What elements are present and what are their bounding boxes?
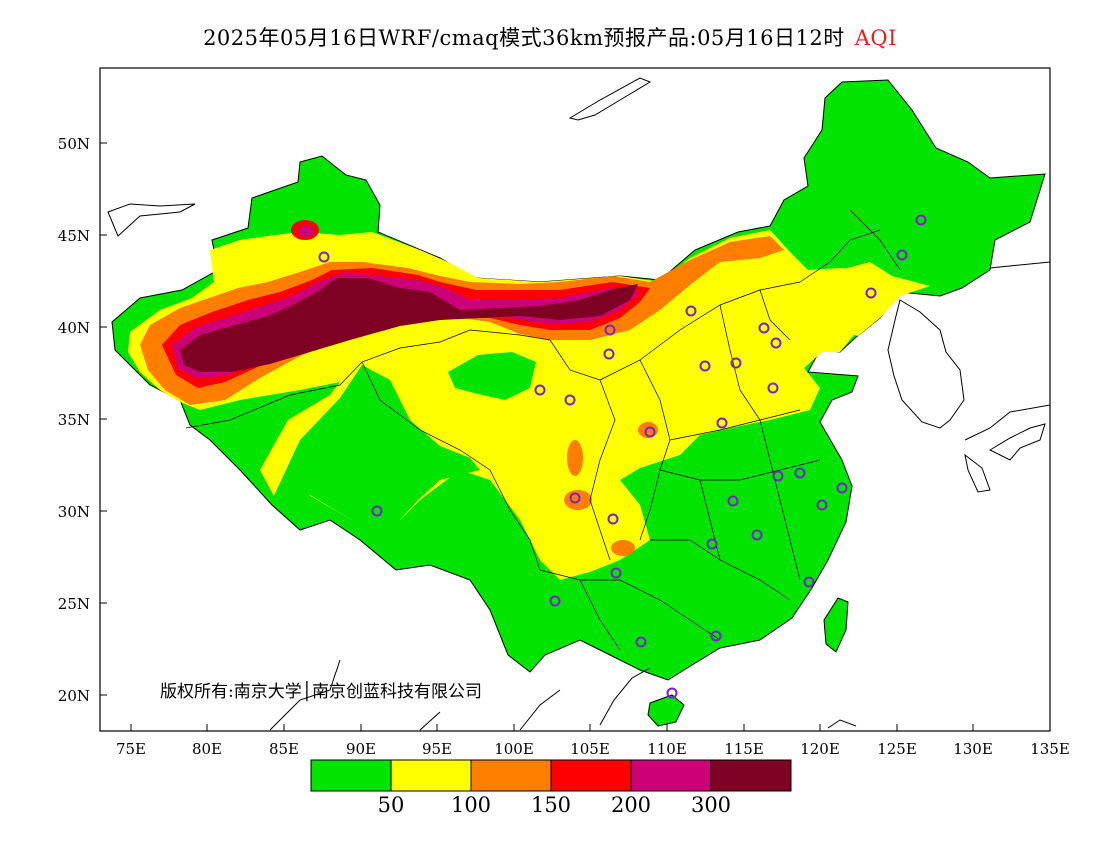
station-marker <box>727 495 739 507</box>
station-marker <box>604 324 616 336</box>
lon-label: 85E <box>269 740 299 758</box>
lon-label: 75E <box>116 740 146 758</box>
station-marker <box>635 636 647 648</box>
lat-label: 35N <box>58 411 90 429</box>
station-marker <box>836 482 848 494</box>
province-boundaries <box>185 209 901 651</box>
legend-tick-label: 50 <box>378 793 405 817</box>
station-marker <box>699 360 711 372</box>
legend-swatch-usg <box>470 759 552 792</box>
legend-swatch-very-unhealthy <box>630 759 712 792</box>
latitude-axis: 50N 45N 40N 35N 30N 25N 20N <box>58 135 90 705</box>
aqi-region-green-tibet <box>272 365 480 524</box>
lon-label: 110E <box>647 740 687 758</box>
title-main: 2025年05月16日WRF/cmaq模式36km预报产品:05月16日12时 <box>203 26 845 50</box>
lon-label: 105E <box>570 740 610 758</box>
station-marker <box>603 348 615 360</box>
lon-label: 95E <box>422 740 452 758</box>
station-marker <box>770 337 782 349</box>
station-marker <box>371 505 383 517</box>
station-marker <box>896 249 908 261</box>
lat-label: 30N <box>58 503 90 521</box>
legend-tick-label: 100 <box>451 793 491 817</box>
aqi-hotspot-nw-core <box>298 225 314 237</box>
map-plot-area: 版权所有:南京大学│南京创蓝科技有限公司 <box>107 77 1050 731</box>
station-marker <box>644 426 656 438</box>
legend-tick-label: 200 <box>611 793 651 817</box>
map-frame <box>99 67 1051 732</box>
station-marker <box>607 513 619 525</box>
station-marker <box>610 567 622 579</box>
lon-label: 135E <box>1030 740 1070 758</box>
legend-swatch-unhealthy <box>550 759 632 792</box>
station-marker <box>730 357 742 369</box>
lon-label: 125E <box>877 740 917 758</box>
copyright-text: 版权所有:南京大学│南京创蓝科技有限公司 <box>160 681 482 702</box>
legend-swatch-hazardous <box>710 759 792 792</box>
taiwan <box>823 597 849 653</box>
station-marker <box>710 630 722 642</box>
aqi-spot-orange-4 <box>611 540 635 556</box>
lat-label: 20N <box>58 687 90 705</box>
station-markers <box>318 214 927 699</box>
station-marker <box>751 529 763 541</box>
station-marker <box>816 499 828 511</box>
station-marker <box>758 322 770 334</box>
aqi-region-red <box>162 268 650 388</box>
station-marker <box>685 305 697 317</box>
legend-swatch-good <box>310 759 392 792</box>
station-marker <box>865 287 877 299</box>
aqi-region-yellow-ne <box>840 262 930 336</box>
lat-label: 45N <box>58 227 90 245</box>
station-marker <box>767 382 779 394</box>
station-marker <box>915 214 927 226</box>
station-marker <box>706 538 718 550</box>
legend-swatch-moderate <box>390 759 472 792</box>
lon-label: 120E <box>800 740 840 758</box>
aqi-spot-orange-2 <box>638 422 658 438</box>
lon-label: 90E <box>346 740 376 758</box>
station-marker <box>772 470 784 482</box>
station-marker <box>549 595 561 607</box>
lon-label: 130E <box>953 740 993 758</box>
aqi-region-green-qinghai <box>448 352 536 400</box>
aqi-legend: 50 100 150 200 300 <box>310 759 792 817</box>
station-marker <box>564 394 576 406</box>
station-marker <box>794 467 806 479</box>
station-marker <box>534 384 546 396</box>
legend-tick-label: 300 <box>691 793 731 817</box>
station-marker <box>716 417 728 429</box>
map-title: 2025年05月16日WRF/cmaq模式36km预报产品:05月16日12时 A… <box>0 22 1100 52</box>
station-marker <box>666 687 678 699</box>
longitude-axis: 75E 80E 85E 90E 95E 100E 105E 110E 115E … <box>116 740 1070 758</box>
lat-label: 50N <box>58 135 90 153</box>
aqi-spot-orange-1 <box>567 440 583 476</box>
lon-label: 100E <box>494 740 534 758</box>
neighbor-outlines <box>107 77 1050 731</box>
station-marker <box>318 251 330 263</box>
title-variable: AQI <box>854 26 897 50</box>
latitude-ticks <box>100 142 107 696</box>
station-marker <box>569 492 581 504</box>
lon-label: 80E <box>192 740 222 758</box>
legend-tick-label: 150 <box>531 793 571 817</box>
lat-label: 25N <box>58 595 90 613</box>
lon-label: 115E <box>724 740 764 758</box>
hainan <box>647 694 685 727</box>
longitude-ticks <box>130 724 974 731</box>
station-marker <box>803 576 815 588</box>
aqi-region-maroon <box>180 278 638 372</box>
lat-label: 40N <box>58 319 90 337</box>
aqi-region-orange <box>140 236 784 405</box>
